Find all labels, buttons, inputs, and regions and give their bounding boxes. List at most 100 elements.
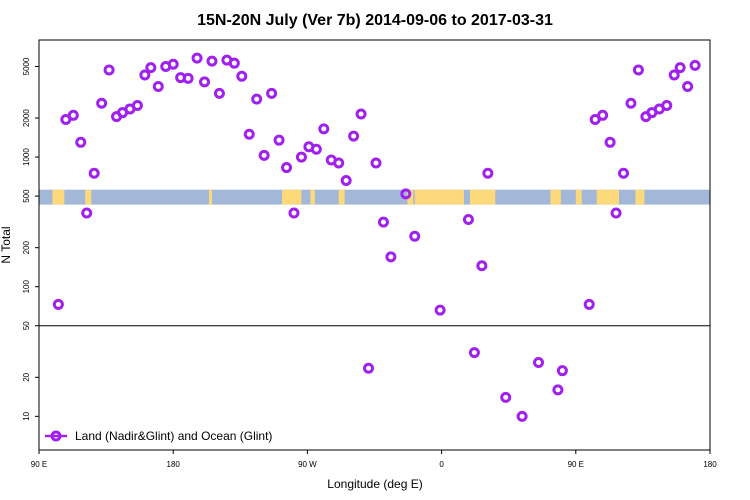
y-axis-label: N Total (0, 226, 13, 263)
legend-label: Land (Nadir&Glint) and Ocean (Glint) (75, 429, 272, 443)
land-segment (52, 189, 65, 205)
data-point (661, 99, 673, 111)
land-segment (407, 189, 414, 205)
y-tick-label: 100 (22, 279, 31, 293)
y-tick-label: 20 (22, 372, 31, 381)
data-point (682, 81, 694, 93)
land-segment (282, 189, 286, 205)
data-point (597, 109, 609, 121)
data-point (610, 207, 622, 219)
land-segment (85, 189, 92, 205)
land-segment (208, 189, 212, 205)
data-point (67, 109, 79, 121)
legend: Land (Nadir&Glint) and Ocean (Glint) (45, 429, 272, 443)
land-ocean-band (39, 189, 710, 205)
data-point (152, 81, 164, 93)
data-point (228, 57, 240, 69)
data-point (377, 216, 389, 228)
data-point (482, 167, 494, 179)
land-segment (596, 189, 620, 205)
data-point (310, 143, 322, 155)
y-axis: 10 20 50 100 200 500 1000 2000 5000 (22, 57, 39, 421)
y-tick-label: 2000 (22, 109, 31, 127)
y-tick-label: 10 (22, 411, 31, 420)
data-point (139, 69, 151, 81)
x-tick-label: 90 E (31, 460, 47, 469)
data-point (199, 76, 211, 88)
data-point (340, 174, 352, 186)
data-point (632, 64, 644, 76)
data-point (604, 136, 616, 148)
data-point (258, 149, 270, 161)
data-point (288, 207, 300, 219)
data-point (213, 87, 225, 99)
land-segment (469, 189, 496, 205)
data-point (516, 410, 528, 422)
plot-frame (38, 39, 711, 451)
data-point (295, 151, 307, 163)
x-tick-label: 0 (439, 460, 444, 469)
ocean-band (39, 189, 710, 205)
data-point (88, 167, 100, 179)
data-point (243, 128, 255, 140)
data-point (552, 384, 564, 396)
data-point (81, 207, 93, 219)
chart-title: 15N-20N July (Ver 7b) 2014-09-06 to 2017… (197, 12, 553, 29)
data-point (191, 52, 203, 64)
data-point (182, 72, 194, 84)
land-segment (550, 189, 561, 205)
data-points (52, 52, 701, 422)
x-tick-label: 180 (703, 460, 717, 469)
data-point (281, 162, 293, 174)
y-tick-label: 50 (22, 321, 31, 330)
data-point (625, 97, 637, 109)
data-point (400, 188, 412, 200)
data-point (96, 97, 108, 109)
data-point (251, 93, 263, 105)
data-point (318, 123, 330, 135)
y-tick-label: 1000 (22, 148, 31, 166)
data-point (145, 62, 157, 74)
x-tick-label: 90 E (568, 460, 584, 469)
data-point (618, 167, 630, 179)
x-tick-label: 180 (167, 460, 181, 469)
data-point (409, 230, 421, 242)
data-point (668, 69, 680, 81)
data-point (236, 70, 248, 82)
data-point (556, 365, 568, 377)
data-point (131, 99, 143, 111)
land-segment (414, 189, 464, 205)
y-tick-label: 5000 (22, 57, 31, 75)
x-axis: 90 E 180 90 W 0 90 E 180 (31, 450, 717, 469)
data-point (689, 59, 701, 71)
data-point (348, 130, 360, 142)
data-point (462, 213, 474, 225)
data-point (533, 357, 545, 369)
data-point (468, 347, 480, 359)
data-point (355, 108, 367, 120)
data-point (385, 251, 397, 263)
data-point (52, 298, 64, 310)
data-point (370, 157, 382, 169)
data-point (333, 157, 345, 169)
data-point (434, 304, 446, 316)
data-point (103, 64, 115, 76)
data-point (583, 298, 595, 310)
land-segment (310, 189, 315, 205)
x-tick-label: 90 W (298, 460, 317, 469)
land-segment (635, 189, 645, 205)
land-segment (285, 189, 302, 205)
data-point (206, 55, 218, 67)
legend-marker (50, 430, 62, 442)
data-point (167, 58, 179, 70)
data-point (273, 134, 285, 146)
data-point (476, 260, 488, 272)
y-tick-label: 200 (22, 240, 31, 254)
data-point (500, 391, 512, 403)
y-tick-label: 500 (22, 189, 31, 203)
land-segment (338, 189, 345, 205)
data-point (674, 62, 686, 74)
data-point (75, 136, 87, 148)
x-axis-label: Longitude (deg E) (327, 477, 422, 491)
